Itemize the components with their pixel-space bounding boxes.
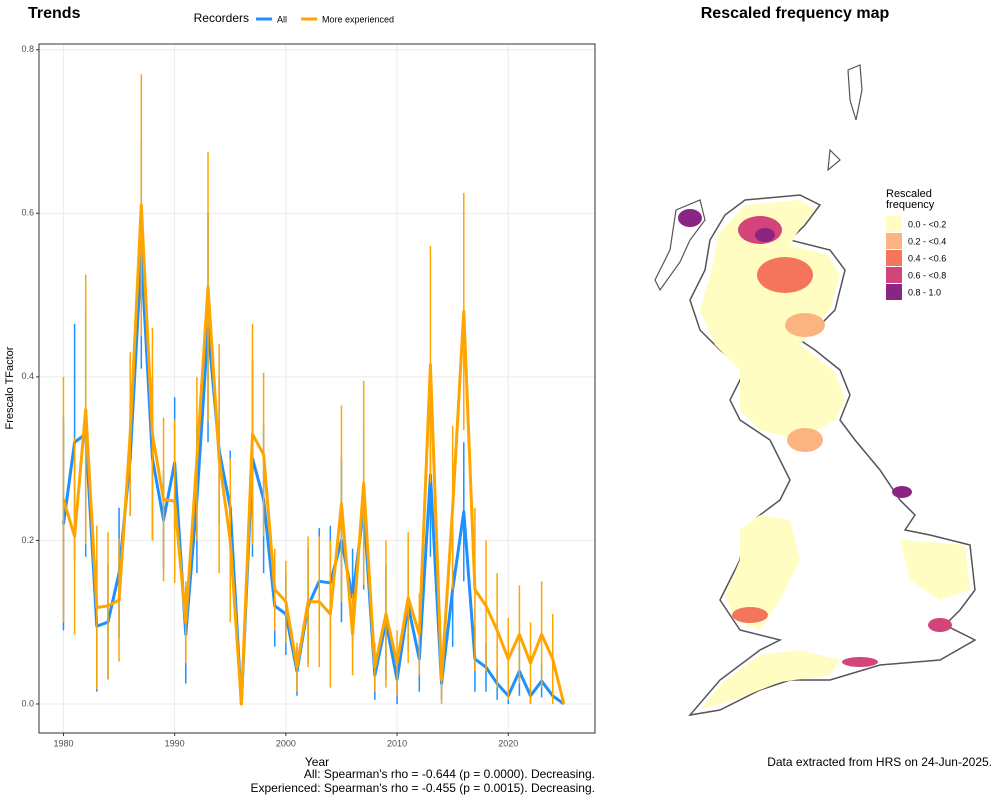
map-region (700, 200, 845, 440)
series-line (61, 252, 565, 706)
y-tick-label: 0.6 (21, 208, 34, 218)
map-legend-swatch (886, 233, 902, 249)
x-tick-label: 1990 (165, 738, 185, 748)
legend-label: More experienced (322, 14, 394, 24)
map-patch (928, 618, 952, 632)
x-tick-label: 1980 (53, 738, 73, 748)
map-region (700, 650, 840, 710)
series-line (62, 203, 566, 706)
map-patch (678, 209, 702, 227)
map-legend-swatch (886, 284, 902, 300)
map-legend-title: frequency (886, 199, 935, 211)
legend-title: Recorders (194, 11, 249, 25)
map-region (725, 515, 800, 630)
map-patch (892, 486, 912, 498)
map-legend-swatch (886, 267, 902, 283)
map-footer: Data extracted from HRS on 24-Jun-2025. (767, 755, 992, 769)
map-legend-label: 0.6 - <0.8 (908, 270, 946, 280)
y-axis-label: Frescalo TFactor (4, 346, 16, 429)
map-island (654, 64, 863, 292)
y-tick-label: 0.4 (21, 371, 34, 381)
x-tick-label: 2020 (498, 738, 518, 748)
map-legend-label: 0.2 - <0.4 (908, 236, 946, 246)
map-legend-swatch (886, 250, 902, 266)
plot-border (38, 43, 596, 734)
map-legend-label: 0.0 - <0.2 (908, 219, 946, 229)
annotation: All: Spearman's rho = -0.644 (p = 0.0000… (304, 767, 595, 781)
map-patch (732, 607, 768, 623)
y-tick-label: 0.0 (21, 698, 34, 708)
y-tick-label: 0.2 (21, 535, 34, 545)
map-legend-label: 0.4 - <0.6 (908, 253, 946, 263)
x-axis-label: Year (305, 755, 329, 769)
x-tick-label: 2000 (276, 738, 296, 748)
map-patch (757, 257, 813, 293)
map-patch (755, 228, 775, 242)
map-legend-swatch (886, 216, 902, 232)
map (654, 64, 977, 717)
legend-label: All (277, 14, 287, 24)
x-tick-label: 2010 (387, 738, 407, 748)
y-tick-label: 0.8 (21, 44, 34, 54)
map-legend-label: 0.8 - 1.0 (908, 287, 941, 297)
map-patch (787, 428, 823, 452)
chart-title: Trends (28, 5, 81, 22)
annotation: Experienced: Spearman's rho = -0.455 (p … (251, 781, 596, 795)
map-patch (842, 657, 878, 667)
map-patch (785, 313, 825, 337)
map-region (900, 540, 970, 600)
map-title: Rescaled frequency map (701, 5, 890, 22)
map-legend-title: Rescaled (886, 188, 932, 200)
